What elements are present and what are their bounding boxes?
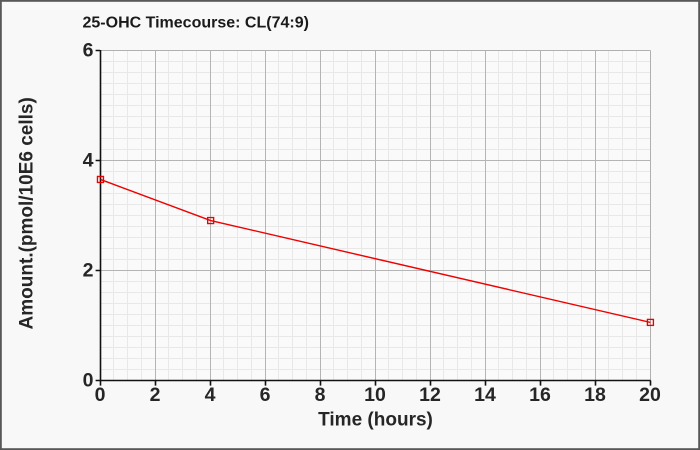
- svg-text:12: 12: [419, 384, 441, 406]
- svg-text:Amount.(pmol/10E6 cells): Amount.(pmol/10E6 cells): [16, 97, 37, 329]
- svg-text:0: 0: [83, 369, 94, 391]
- svg-text:2: 2: [150, 384, 161, 406]
- svg-text:0: 0: [95, 384, 106, 406]
- svg-text:25-OHC Timecourse: CL(74:9): 25-OHC Timecourse: CL(74:9): [83, 15, 309, 32]
- svg-text:6: 6: [83, 39, 94, 61]
- svg-text:18: 18: [584, 384, 606, 406]
- svg-text:16: 16: [529, 384, 551, 406]
- svg-text:4: 4: [205, 384, 216, 406]
- svg-text:6: 6: [260, 384, 271, 406]
- svg-text:4: 4: [83, 149, 94, 171]
- svg-text:2: 2: [83, 259, 94, 281]
- svg-text:14: 14: [474, 384, 496, 406]
- svg-text:8: 8: [315, 384, 326, 406]
- svg-text:10: 10: [364, 384, 386, 406]
- svg-text:20: 20: [639, 384, 661, 406]
- svg-text:Time (hours): Time (hours): [318, 409, 433, 430]
